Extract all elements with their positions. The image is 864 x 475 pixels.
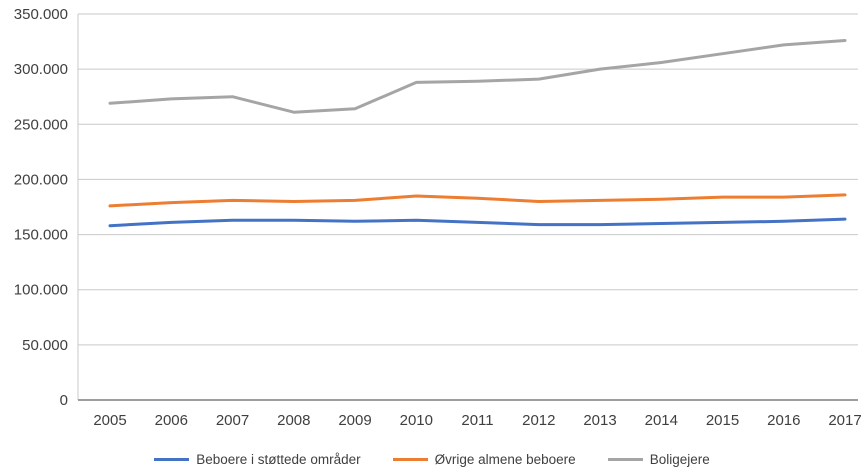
series-line-beboere-i-stottede-omrader bbox=[108, 217, 847, 228]
legend-label: Boligejere bbox=[649, 451, 710, 467]
legend-item-beboere-i-stottede-omrader: Beboere i støttede områder bbox=[154, 451, 361, 467]
legend-item-boligejere: Boligejere bbox=[607, 451, 710, 467]
x-tick-label: 2013 bbox=[583, 412, 616, 429]
y-tick-label: 150.000 bbox=[14, 227, 68, 244]
x-tick-label: 2007 bbox=[216, 412, 249, 429]
y-tick-label: 350.000 bbox=[14, 6, 68, 23]
legend-item-ovrige-almene-beboere: Øvrige almene beboere bbox=[392, 451, 576, 467]
x-tick-label: 2005 bbox=[93, 412, 126, 429]
y-tick-label: 250.000 bbox=[14, 116, 68, 133]
legend-label: Øvrige almene beboere bbox=[434, 451, 576, 467]
y-tick-label: 100.000 bbox=[14, 282, 68, 299]
x-tick-label: 2017 bbox=[828, 412, 861, 429]
x-tick-label: 2015 bbox=[706, 412, 739, 429]
x-tick-label: 2010 bbox=[400, 412, 433, 429]
y-tick-label: 50.000 bbox=[22, 337, 68, 354]
series-line-ovrige-almene-beboere bbox=[108, 193, 847, 208]
x-tick-label: 2008 bbox=[277, 412, 310, 429]
legend-label: Beboere i støttede områder bbox=[196, 451, 361, 467]
chart-legend: Beboere i støttede områder Øvrige almene … bbox=[0, 451, 864, 467]
y-tick-label: 300.000 bbox=[14, 61, 68, 78]
x-tick-label: 2011 bbox=[461, 412, 493, 429]
legend-line-swatch bbox=[392, 457, 428, 461]
x-tick-label: 2009 bbox=[338, 412, 371, 429]
x-tick-label: 2006 bbox=[155, 412, 188, 429]
legend-line-swatch bbox=[607, 457, 643, 461]
series-line-boligejere bbox=[108, 39, 847, 114]
y-tick-label: 200.000 bbox=[14, 171, 68, 188]
legend-line-swatch bbox=[154, 457, 190, 461]
x-tick-label: 2014 bbox=[645, 412, 678, 429]
x-tick-label: 2016 bbox=[767, 412, 800, 429]
y-tick-label: 0 bbox=[60, 392, 68, 409]
x-tick-label: 2012 bbox=[522, 412, 555, 429]
